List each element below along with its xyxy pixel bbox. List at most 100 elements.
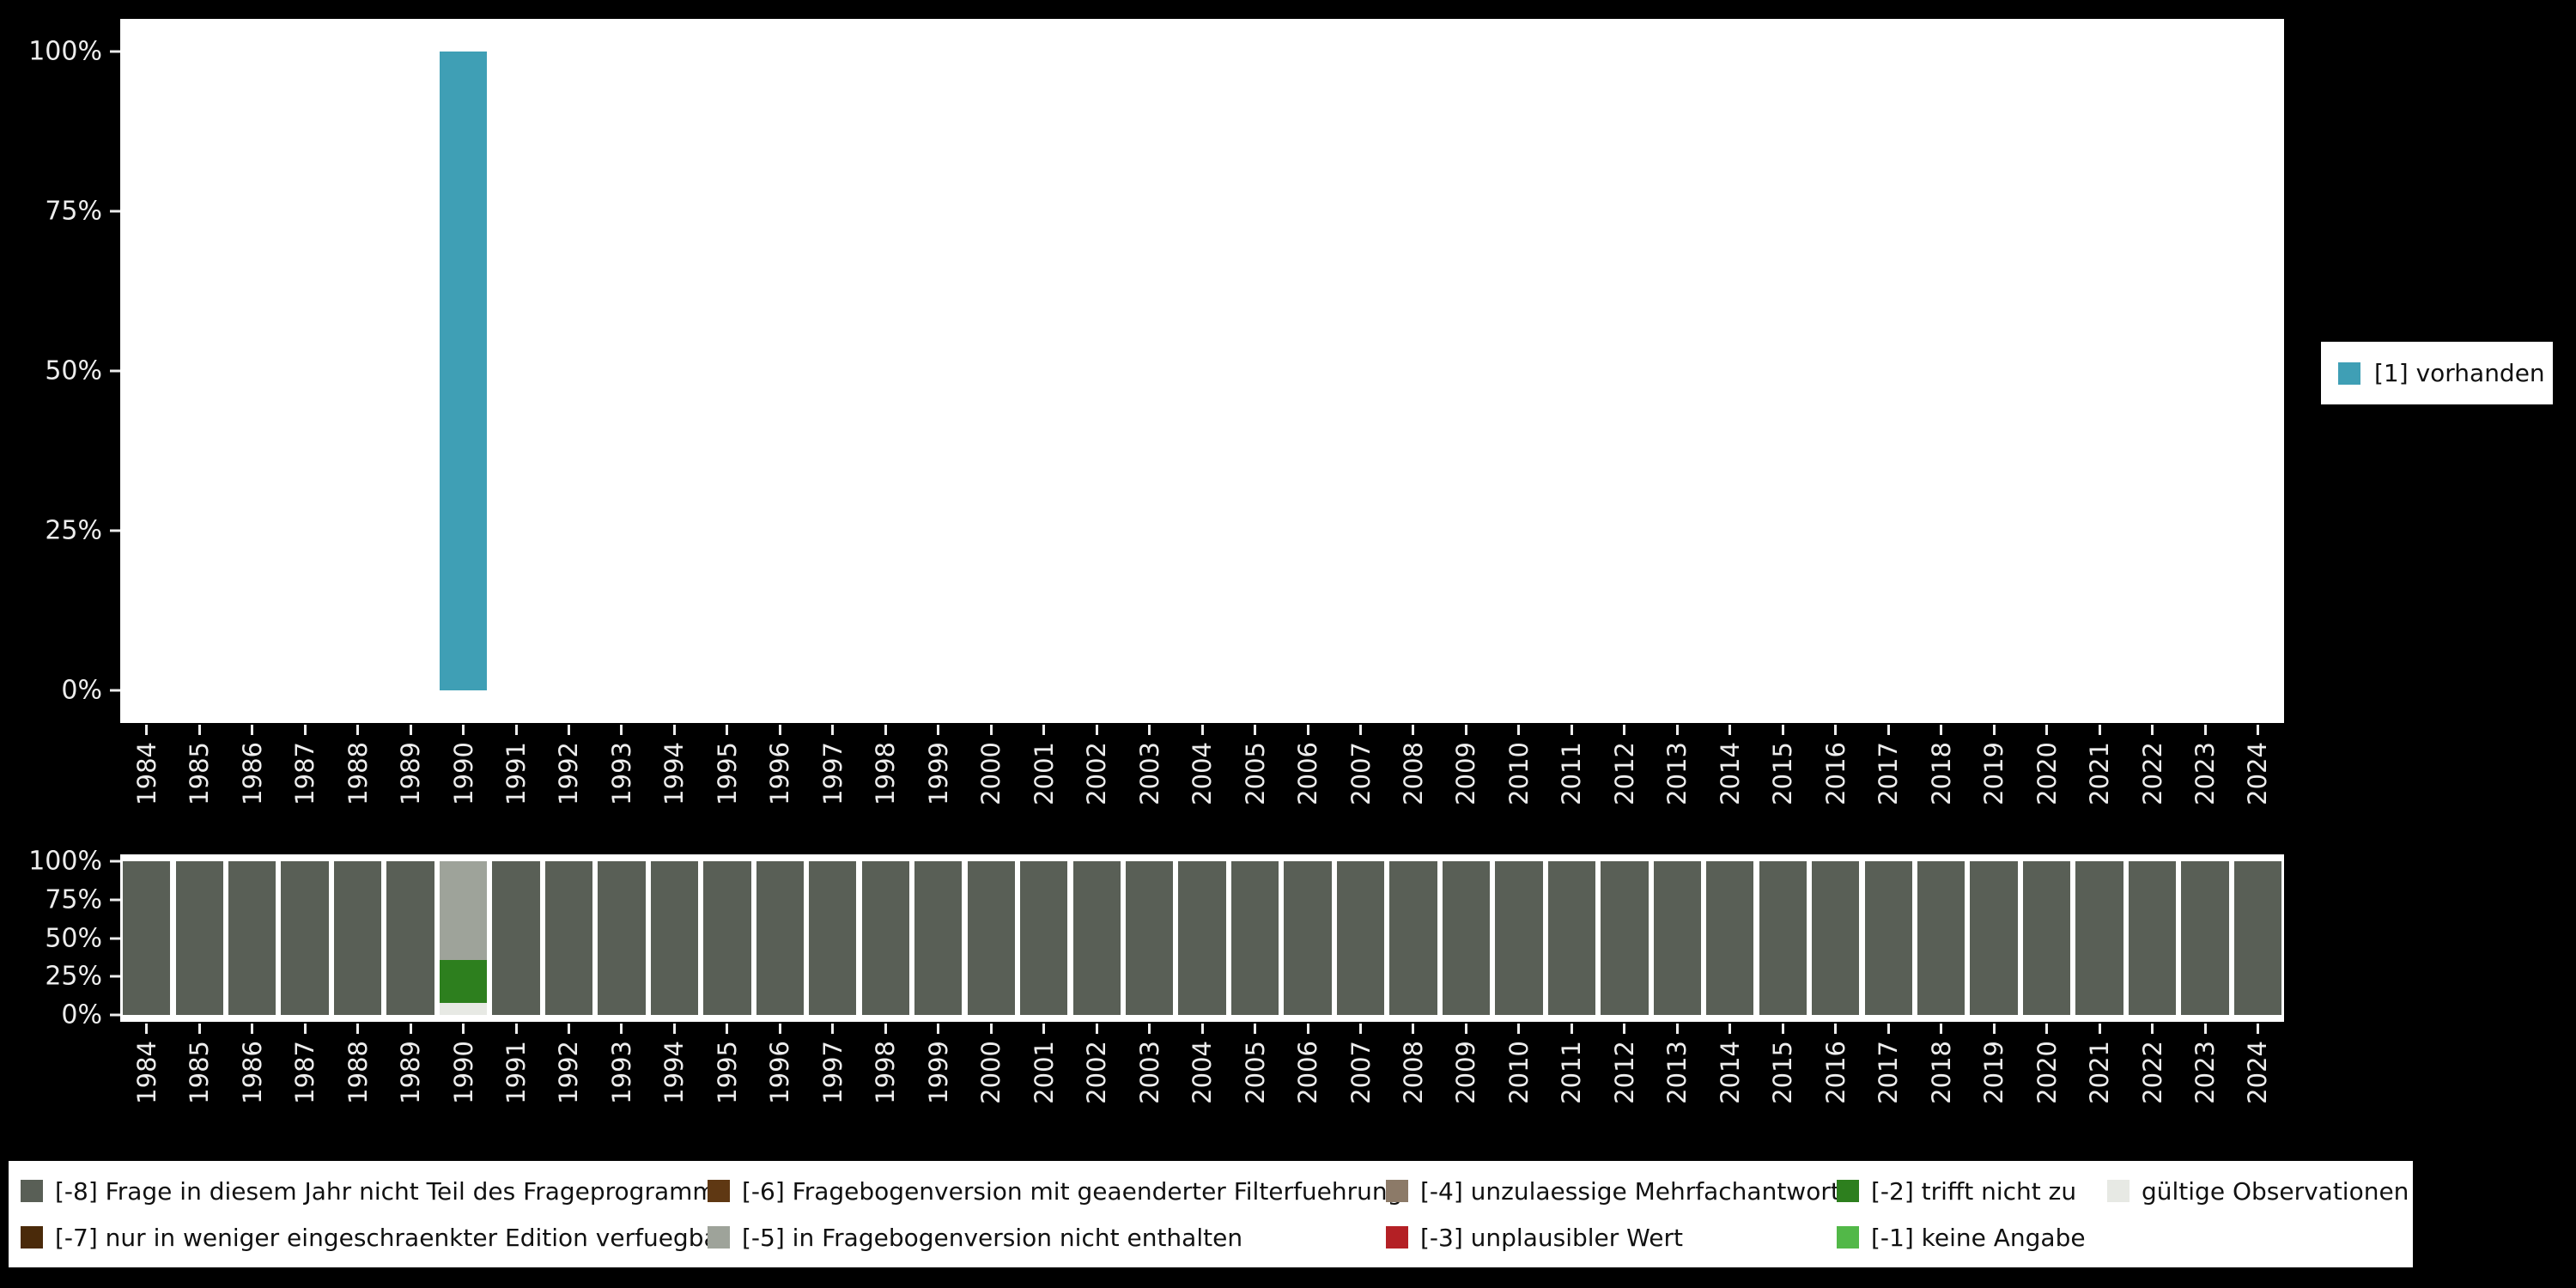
x-tick-label: 2003 (1123, 725, 1176, 832)
x-tick-label: 1984 (120, 1024, 173, 1131)
bar-2011 (1546, 52, 1598, 690)
x-tick-label: 1991 (489, 1024, 542, 1131)
x-tick-label: 1996 (754, 1024, 806, 1131)
bar-2021 (2073, 52, 2125, 690)
legend-label: [-3] unplausibler Wert (1420, 1223, 1683, 1252)
availability-legend: [1] vorhanden (2321, 342, 2553, 404)
bar-1991 (489, 52, 542, 690)
bar-segment (1072, 861, 1121, 1015)
bar-2010 (1492, 861, 1545, 1015)
bar-segment (439, 1002, 488, 1015)
bar-1991 (489, 861, 542, 1015)
bar-1984 (120, 861, 173, 1015)
y-tick-label: 100% (28, 847, 120, 877)
bar-segment (2075, 861, 2123, 1015)
bar-1997 (806, 52, 859, 690)
bar-1993 (595, 861, 647, 1015)
legend-label: [-6] Fragebogenversion mit geaenderter F… (742, 1176, 1403, 1206)
legend-swatch (1386, 1226, 1408, 1249)
bar-segment (1495, 861, 1543, 1015)
legend-item: [-3] unplausibler Wert (1386, 1214, 1837, 1261)
x-tick-label: 1999 (912, 1024, 964, 1131)
bar-2018 (1915, 52, 1967, 690)
bar-2017 (1862, 52, 1914, 690)
x-tick-label: 2006 (1281, 1024, 1334, 1131)
x-tick-label: 2022 (2126, 1024, 2178, 1131)
legend-label: [-2] trifft nicht zu (1871, 1176, 2077, 1206)
legend-label: [-8] Frage in diesem Jahr nicht Teil des… (55, 1176, 729, 1206)
bar-1985 (173, 861, 225, 1015)
x-tick-label: 2005 (1229, 1024, 1281, 1131)
x-tick-label: 1987 (278, 725, 331, 832)
legend-item: [-5] in Fragebogenversion nicht enthalte… (708, 1214, 1386, 1261)
bar-segment (439, 861, 488, 960)
x-tick-label: 2017 (1862, 725, 1914, 832)
bar-2005 (1229, 861, 1281, 1015)
x-tick-label: 2024 (2232, 1024, 2284, 1131)
bar-segment (1284, 861, 1332, 1015)
x-tick-label: 2015 (1757, 725, 1809, 832)
bar-2014 (1704, 861, 1756, 1015)
bar-2012 (1598, 861, 1650, 1015)
bar-segment (2022, 861, 2071, 1015)
x-tick-label: 2019 (1967, 725, 2020, 832)
bar-2004 (1176, 861, 1228, 1015)
bar-1987 (278, 52, 331, 690)
bar-segment (1547, 861, 1596, 1015)
x-tick-label: 2016 (1809, 725, 1862, 832)
y-tick-label: 25% (45, 962, 120, 992)
x-tick-label: 1998 (860, 725, 912, 832)
bar-2013 (1651, 52, 1704, 690)
bar-segment (1864, 861, 1912, 1015)
bar-2002 (1070, 861, 1122, 1015)
bar-2000 (965, 52, 1018, 690)
bar-2022 (2126, 52, 2178, 690)
availability-chart: 0% 25% 50% 75% 100% 1984 1985 1986 1987 1988 1989… (0, 19, 2284, 835)
bar-segment (175, 861, 223, 1015)
missing-values-x-axis: 1984 1985 1986 1987 1988 1989 1990 1991 1992 1993… (120, 1024, 2284, 1131)
x-tick-label: 2018 (1915, 1024, 1967, 1131)
bar-2015 (1757, 52, 1809, 690)
x-tick-label: 2023 (2178, 1024, 2231, 1131)
bar-1989 (384, 52, 436, 690)
availability-bars (120, 52, 2284, 690)
legend-swatch (2107, 1180, 2129, 1202)
bar-segment (1125, 861, 1174, 1015)
x-tick-label: 1992 (543, 1024, 595, 1131)
legend-label: [-7] nur in weniger eingeschraenkter Edi… (55, 1223, 729, 1252)
x-tick-label: 2006 (1281, 725, 1334, 832)
bar-segment (1706, 861, 1754, 1015)
x-tick-label: 2013 (1651, 1024, 1704, 1131)
bar-segment (703, 861, 751, 1015)
x-tick-label: 2023 (2178, 725, 2231, 832)
bar-1998 (860, 861, 912, 1015)
y-tick-label: 50% (45, 356, 120, 386)
x-tick-label: 1995 (701, 1024, 753, 1131)
missing-values-chart: 0% 25% 50% 75% 100% 1984 1985 1986 1987 1988 1989… (0, 847, 2284, 1138)
y-tick-label: 0% (61, 1000, 120, 1030)
bar-segment (1812, 861, 1860, 1015)
x-tick-label: 2004 (1176, 1024, 1228, 1131)
x-tick-label: 2000 (965, 725, 1018, 832)
x-tick-label: 2016 (1809, 1024, 1862, 1131)
x-tick-label: 2002 (1070, 1024, 1122, 1131)
bar-2001 (1018, 52, 1070, 690)
legend-item: [-2] trifft nicht zu (1837, 1168, 2107, 1214)
y-tick-label: 75% (45, 884, 120, 914)
bar-segment (281, 861, 329, 1015)
x-tick-label: 1993 (595, 725, 647, 832)
x-tick-label: 2005 (1229, 725, 1281, 832)
bar-2024 (2232, 861, 2284, 1015)
x-tick-label: 2021 (2073, 725, 2125, 832)
x-tick-label: 2014 (1704, 1024, 1756, 1131)
legend-column: [-8] Frage in diesem Jahr nicht Teil des… (21, 1168, 728, 1261)
x-tick-label: 1999 (912, 725, 964, 832)
x-tick-label: 2011 (1546, 1024, 1598, 1131)
y-tick-label: 0% (61, 676, 120, 706)
bar-segment (809, 861, 857, 1015)
x-tick-label: 1989 (384, 725, 436, 832)
bar-2004 (1176, 52, 1228, 690)
bar-2003 (1123, 52, 1176, 690)
bar-1988 (331, 52, 384, 690)
